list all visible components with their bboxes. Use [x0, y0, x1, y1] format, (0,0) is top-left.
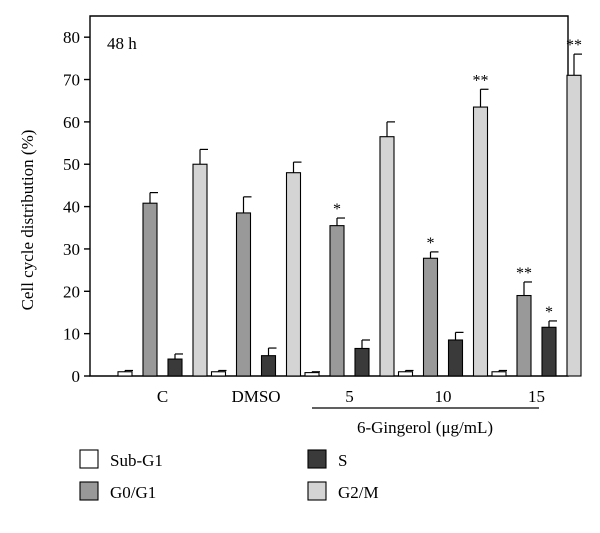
- bar-g0-g1: [235, 212, 252, 377]
- y-tick-label: 0: [72, 367, 81, 386]
- x-category-label: 5: [345, 387, 354, 406]
- bar-s: [167, 358, 183, 377]
- significance-marker: *: [545, 304, 553, 321]
- legend: Sub-G1 G0/G1 S G2/M: [79, 449, 379, 502]
- bar-g0-g1: [142, 202, 158, 377]
- legend-label: G2/M: [338, 483, 379, 502]
- y-tick-label: 80: [63, 28, 80, 47]
- legend-swatch: [79, 481, 99, 501]
- legend-swatch: [307, 481, 327, 501]
- y-tick-label: 30: [63, 240, 80, 259]
- bar-sub-g1: [491, 371, 507, 377]
- legend-swatch: [79, 449, 99, 469]
- bar-g2-m: [285, 172, 302, 377]
- bar-g2-m: [472, 106, 489, 377]
- y-tick-label: 50: [63, 155, 80, 174]
- bar-s: [541, 326, 557, 377]
- x-category-label: DMSO: [231, 387, 280, 406]
- y-tick-label: 10: [63, 325, 80, 344]
- bar-sub-g1: [304, 372, 320, 377]
- bar-sub-g1: [117, 371, 133, 377]
- y-tick-label: 20: [63, 282, 80, 301]
- bar-g2-m: [566, 74, 582, 377]
- bar-s: [447, 339, 464, 377]
- bar-g0-g1: [329, 225, 345, 377]
- legend-label: S: [338, 451, 347, 470]
- bar-s: [354, 347, 370, 377]
- x-category-label: C: [157, 387, 168, 406]
- significance-marker: **: [516, 265, 532, 282]
- bar-sub-g1: [397, 371, 414, 377]
- panel-label: 48 h: [107, 34, 137, 53]
- significance-marker: *: [427, 235, 435, 252]
- legend-label: Sub-G1: [110, 451, 163, 470]
- bar-s: [260, 355, 277, 377]
- legend-swatch: [307, 449, 327, 469]
- y-axis-title: Cell cycle distribution (%): [18, 130, 37, 311]
- bar-g0-g1: [516, 294, 532, 377]
- significance-marker: **: [473, 72, 489, 89]
- y-tick-label: 70: [63, 71, 80, 90]
- group-label: 6-Gingerol (μg/mL): [357, 418, 493, 437]
- bar-g0-g1: [422, 257, 439, 377]
- y-tick-label: 60: [63, 113, 80, 132]
- x-category-label: 10: [435, 387, 452, 406]
- plot-frame: [89, 15, 569, 377]
- significance-marker: **: [566, 37, 582, 54]
- significance-marker: *: [333, 201, 341, 218]
- bar-g2-m: [379, 136, 395, 377]
- x-category-label: 15: [528, 387, 545, 406]
- bar-sub-g1: [210, 371, 227, 377]
- legend-label: G0/G1: [110, 483, 156, 502]
- bar-g2-m: [192, 163, 208, 377]
- y-tick-label: 40: [63, 198, 80, 217]
